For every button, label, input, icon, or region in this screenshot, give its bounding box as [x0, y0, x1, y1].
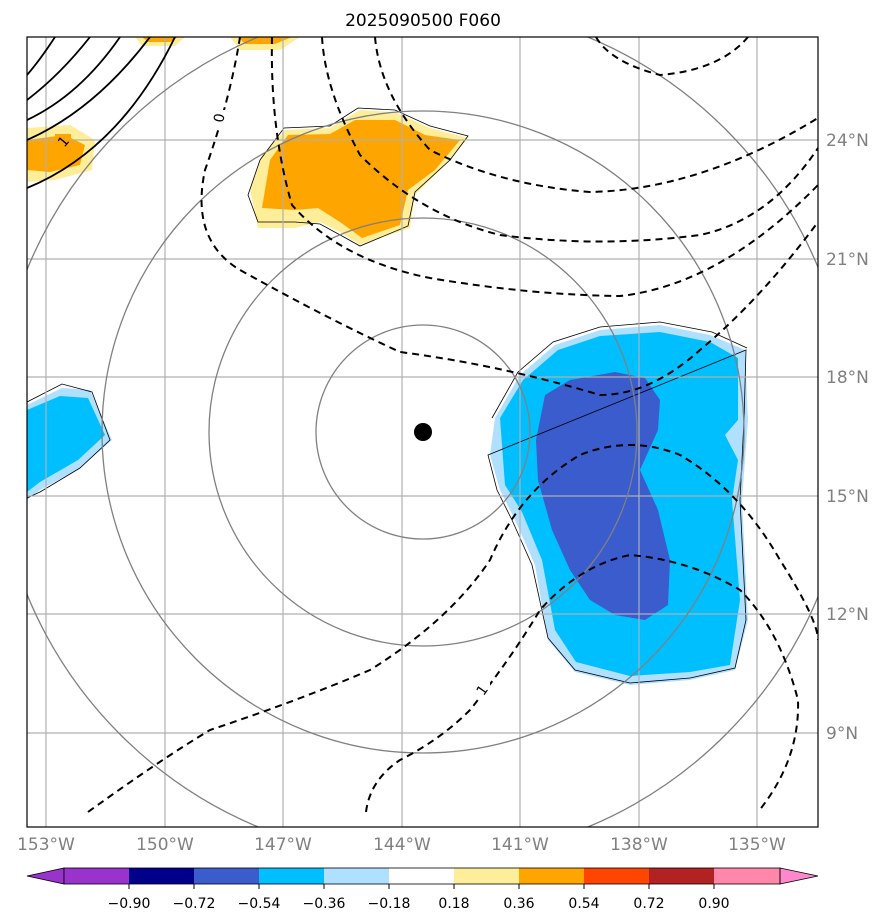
storm-center-marker — [414, 423, 432, 441]
lat-label: 18°N — [826, 368, 869, 388]
colorbar-ticks — [128, 884, 715, 889]
colorbar-segment — [649, 868, 714, 884]
longitude-labels: 153°W 150°W 147°W 144°W 141°W 138°W 135°… — [17, 835, 786, 855]
colorbar-tick-label: 0.18 — [438, 896, 469, 912]
colorbar-tick-label: −0.90 — [108, 896, 151, 912]
range-rings — [27, 37, 818, 827]
lon-label: 153°W — [17, 835, 75, 855]
positive-anomaly-region-northwest — [27, 37, 300, 182]
colorbar-segment — [129, 868, 194, 884]
colorbar-segment — [194, 868, 259, 884]
colorbar: −0.90 −0.72 −0.54 −0.36 −0.18 0.18 0.36 … — [26, 867, 819, 912]
solid-contours — [27, 37, 176, 189]
dashed-contours — [87, 37, 818, 813]
colorbar-segment — [259, 868, 324, 884]
map-frame — [26, 36, 819, 828]
lon-label: 147°W — [254, 835, 312, 855]
map-area: 0 1 1 — [27, 37, 818, 827]
contour-labels: 0 1 1 — [55, 110, 492, 699]
colorbar-segment — [584, 868, 649, 884]
colorbar-tick-label: −0.18 — [368, 896, 411, 912]
colorbar-segment — [714, 868, 780, 884]
colorbar-segment — [324, 868, 389, 884]
chart-title: 2025090500 F060 — [345, 11, 501, 31]
lon-label: 135°W — [728, 835, 786, 855]
colorbar-tick-label: 0.90 — [698, 896, 729, 912]
colorbar-tick-label: 0.36 — [503, 896, 534, 912]
latitude-labels: 24°N 21°N 18°N 15°N 12°N 9°N — [826, 131, 869, 744]
colorbar-tick-label: 0.54 — [568, 896, 599, 912]
colorbar-tick-label: −0.54 — [238, 896, 281, 912]
colorbar-frame — [63, 867, 781, 885]
colorbar-segment — [519, 868, 584, 884]
lat-label: 24°N — [826, 131, 869, 151]
lat-label: 15°N — [826, 487, 869, 507]
positive-anomaly-region-north — [250, 110, 468, 245]
colorbar-segment — [389, 868, 454, 884]
contour-label: 0 — [211, 112, 228, 124]
lon-label: 150°W — [136, 835, 194, 855]
lat-label: 12°N — [826, 605, 869, 625]
colorbar-extend-high — [779, 867, 819, 885]
lon-label: 138°W — [610, 835, 668, 855]
lat-label: 21°N — [826, 250, 869, 270]
lon-label: 141°W — [491, 835, 549, 855]
colorbar-tick-label: −0.36 — [303, 896, 346, 912]
colorbar-extend-low — [26, 867, 65, 885]
colorbar-segment — [454, 868, 519, 884]
lat-label: 9°N — [826, 724, 858, 744]
colorbar-tick-label: 0.72 — [633, 896, 664, 912]
colorbar-segment — [64, 868, 129, 884]
colorbar-tick-label: −0.72 — [173, 896, 216, 912]
lon-label: 144°W — [373, 835, 431, 855]
